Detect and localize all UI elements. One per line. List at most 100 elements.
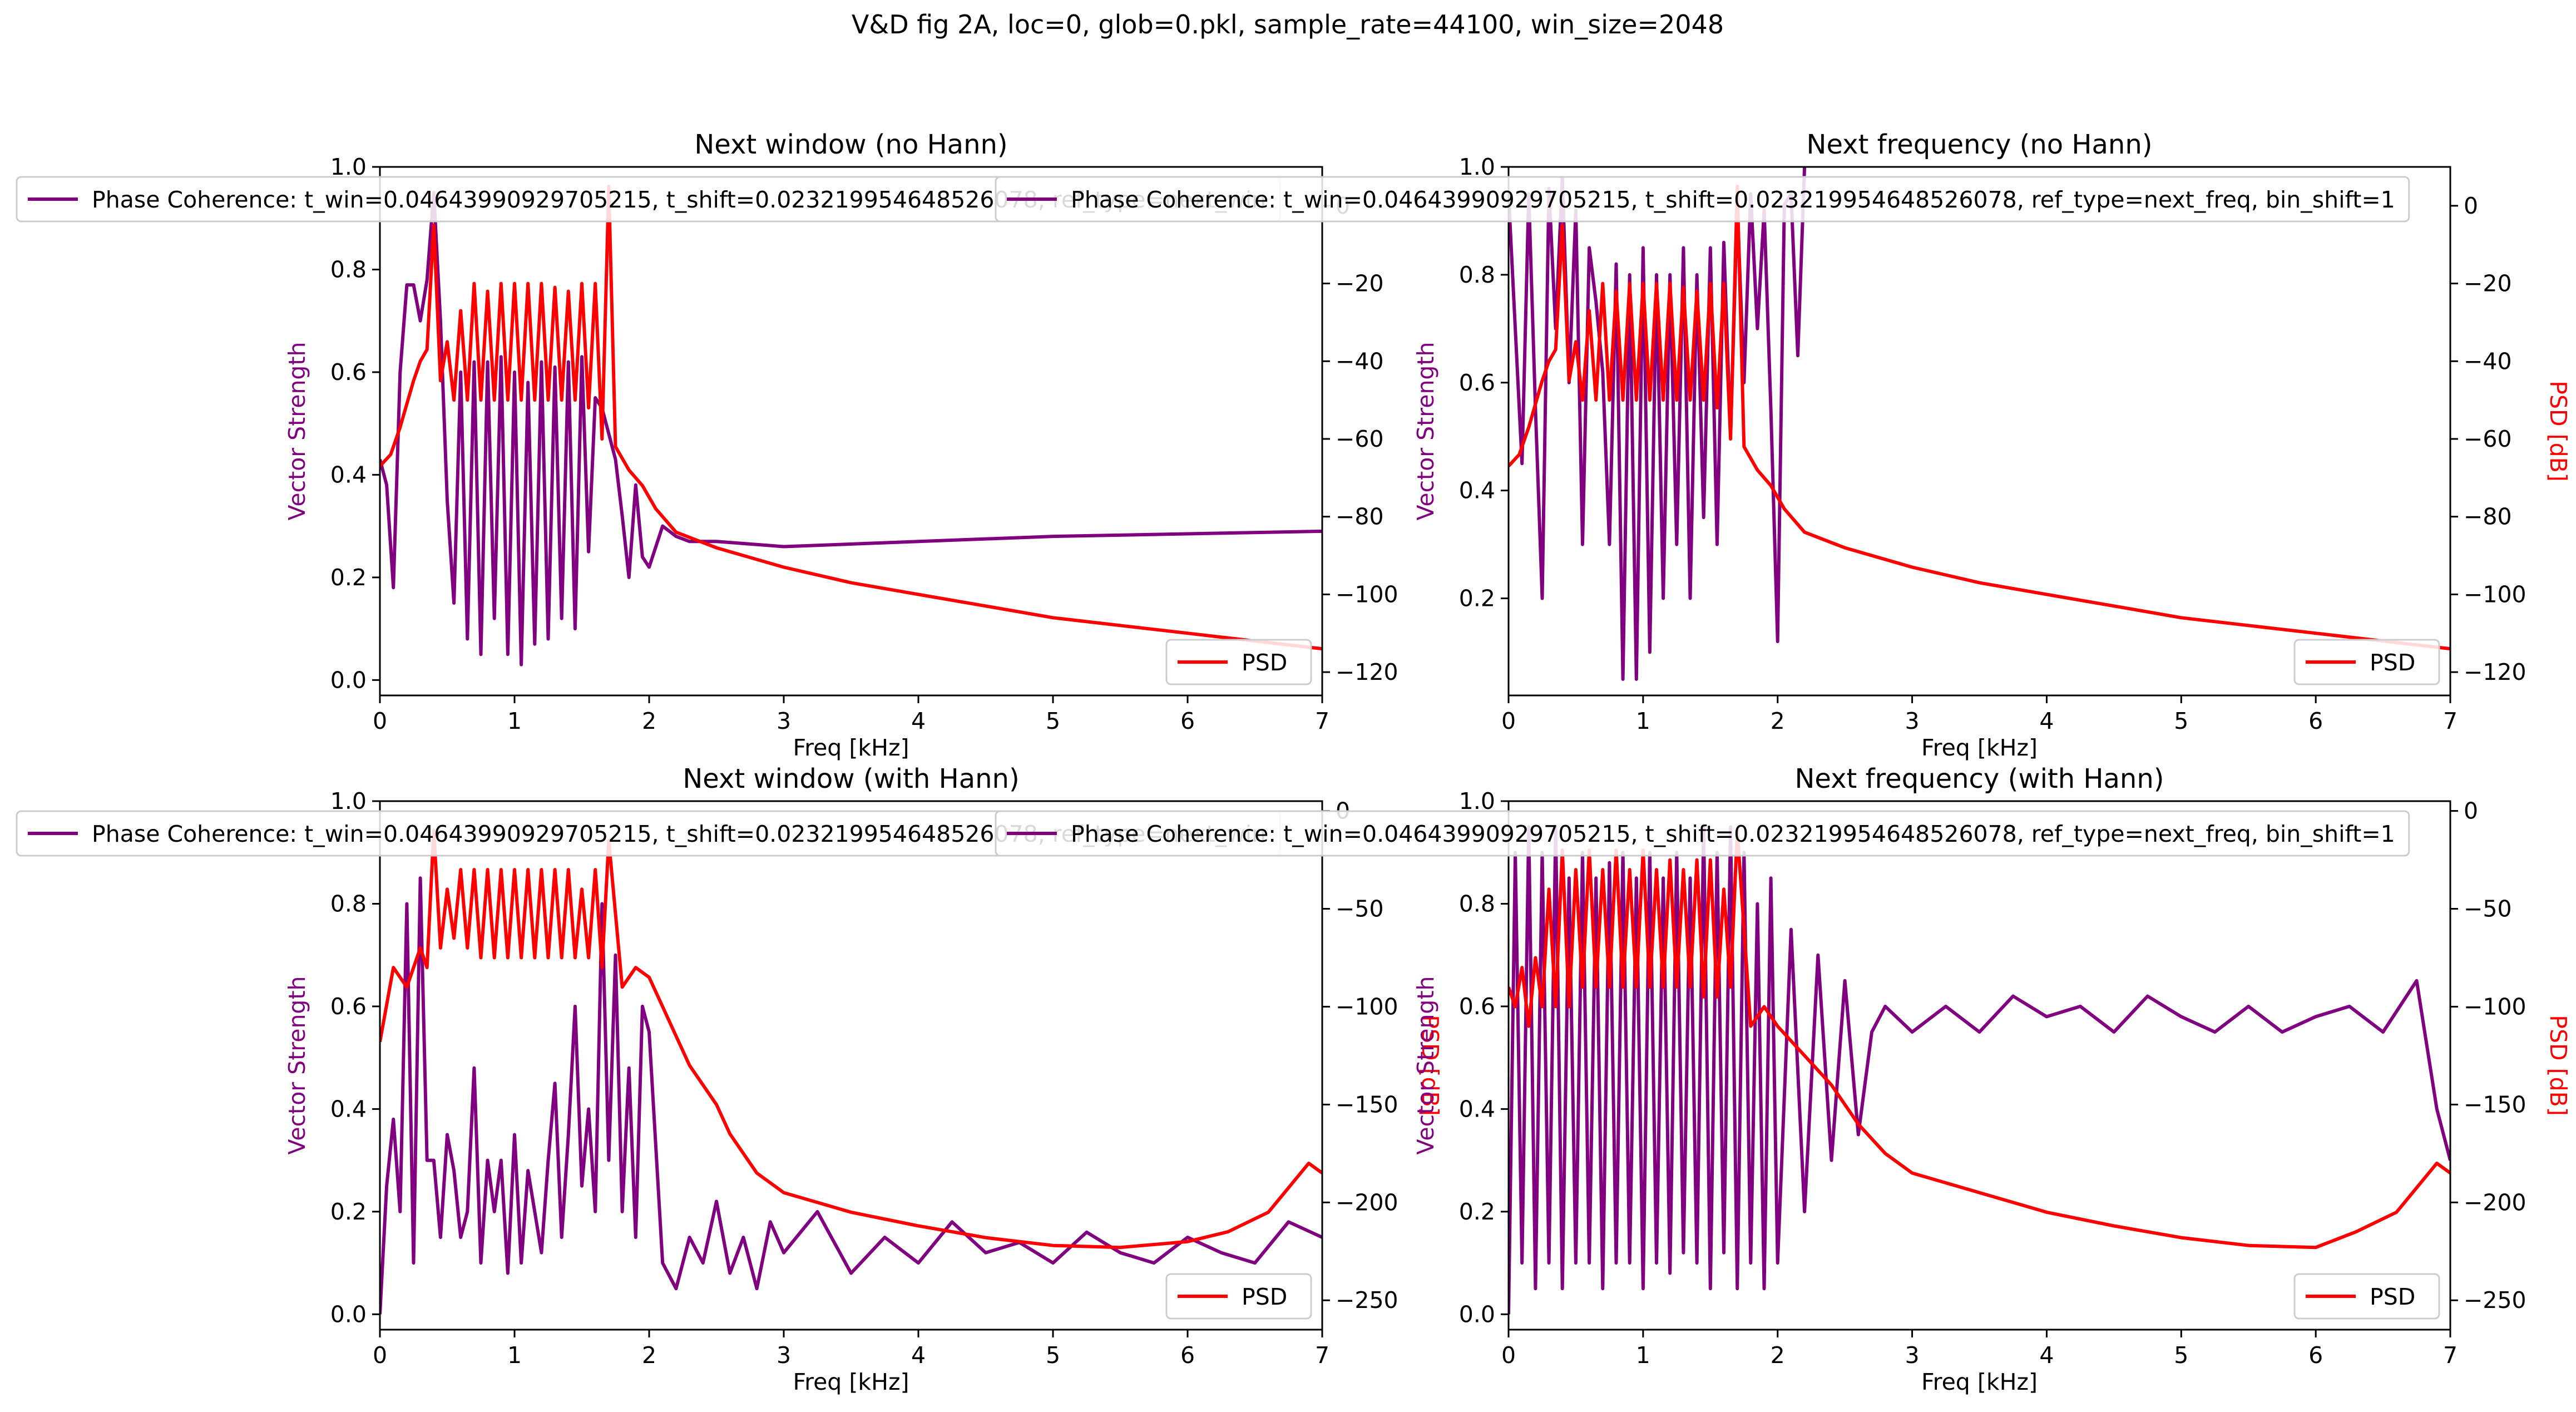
legend-box — [1165, 639, 1312, 685]
x-tick-label: 7 — [1315, 708, 1329, 734]
y2-tick-label: −40 — [2464, 348, 2512, 374]
x-tick-label: 6 — [1180, 1342, 1195, 1369]
y2-tick-label: −60 — [2464, 426, 2512, 452]
y-axis-label: Vector Strength — [1412, 976, 1439, 1154]
x-tick-label: 4 — [2039, 708, 2054, 734]
y2-tick-label: −40 — [1336, 348, 1384, 374]
x-tick-label: 5 — [1046, 708, 1060, 734]
y2-axis-label: PSD [dB] — [1417, 1015, 1443, 1116]
y-tick-label: 0.8 — [330, 890, 367, 917]
x-tick-label: 3 — [777, 1342, 791, 1369]
x-tick-label: 2 — [1771, 708, 1785, 734]
y2-tick-label: −100 — [2464, 581, 2526, 608]
x-tick-label: 2 — [1771, 1342, 1785, 1369]
y-tick-label: 0.6 — [330, 359, 367, 386]
y-tick-label: 0.0 — [330, 1301, 367, 1327]
y-tick-label: 1.0 — [330, 154, 367, 180]
x-tick-label: 5 — [2174, 708, 2188, 734]
y-tick-label: 0.0 — [330, 666, 367, 693]
x-tick-label: 2 — [642, 1342, 656, 1369]
legend-label: Phase Coherence: t_win=0.046439909297052… — [1071, 821, 2395, 847]
y-axis-label: Vector Strength — [284, 976, 310, 1154]
y2-tick-label: −200 — [1336, 1189, 1398, 1216]
legend-box — [2293, 639, 2440, 685]
legend-psd: PSD — [2293, 639, 2440, 685]
y-tick-label: 0.8 — [330, 256, 367, 283]
y2-tick-label: −120 — [1336, 659, 1398, 685]
x-tick-label: 1 — [1636, 708, 1650, 734]
axes-frame — [379, 800, 1323, 1331]
subplot-title: Next window (no Hann) — [694, 129, 1007, 160]
y2-tick-label: −60 — [1336, 426, 1384, 452]
legend-label: PSD — [2370, 649, 2415, 676]
x-tick-label: 7 — [2443, 708, 2458, 734]
y2-tick-label: −100 — [2464, 993, 2526, 1020]
y-tick-label: 0.4 — [1459, 477, 1495, 504]
x-tick-label: 4 — [2039, 1342, 2054, 1369]
y-tick-label: 0.4 — [330, 461, 367, 488]
y2-axis-label: PSD [dB] — [2545, 381, 2572, 482]
y-tick-label: 0.6 — [1459, 369, 1495, 396]
y-tick-label: 0.2 — [330, 564, 367, 591]
y-tick-label: 1.0 — [1459, 154, 1495, 180]
x-tick-label: 4 — [911, 1342, 926, 1369]
figure-suptitle: V&D fig 2A, loc=0, glob=0.pkl, sample_ra… — [852, 9, 1724, 40]
y-tick-label: 0.8 — [1459, 890, 1495, 917]
subplot-grid: 0 1 2 3 4 5 6 7 Freq [kHz] 0.0 0.2 0.4 0.6 0.8 1.0 Vect… — [16, 129, 2572, 1395]
legend-box — [995, 810, 2410, 857]
y2-tick-label: −20 — [2464, 270, 2512, 297]
legend-label: PSD — [1242, 649, 1287, 676]
psd-line — [380, 184, 1322, 651]
axes-frame — [379, 166, 1323, 697]
y2-tick-label: −150 — [2464, 1091, 2526, 1118]
x-tick-label: 3 — [1905, 708, 1920, 734]
y-tick-label: 1.0 — [1459, 788, 1495, 814]
x-tick-label: 1 — [1636, 1342, 1650, 1369]
subplot-2: 0 1 2 3 4 5 6 7 Freq [kHz] 0.2 0.4 0.6 0.8 1.0 Vector … — [995, 129, 2572, 761]
x-tick-label: 3 — [1905, 1342, 1920, 1369]
x-axis-label: Freq [kHz] — [793, 734, 909, 761]
y-tick-label: 0.2 — [1459, 1198, 1495, 1225]
x-tick-label: 0 — [1501, 1342, 1516, 1369]
x-axis-label: Freq [kHz] — [1921, 1369, 2038, 1395]
y2-tick-label: 0 — [2464, 798, 2478, 825]
subplot-title: Next window (with Hann) — [683, 763, 1019, 794]
psd-line — [380, 828, 1322, 1250]
y-tick-label: 0.4 — [330, 1095, 367, 1122]
y-tick-label: 0.0 — [1459, 1301, 1495, 1327]
legend-psd: PSD — [2293, 1273, 2440, 1320]
y-tick-label: 0.4 — [1459, 1095, 1495, 1122]
legend-label: PSD — [1242, 1283, 1287, 1310]
x-tick-label: 0 — [373, 708, 387, 734]
psd-line — [1509, 184, 2450, 651]
y2-tick-label: 0 — [2464, 192, 2478, 219]
legend-box — [1165, 1273, 1312, 1320]
legend-box — [995, 176, 2410, 223]
legend-label: Phase Coherence: t_win=0.046439909297052… — [1071, 186, 2395, 213]
x-tick-label: 4 — [911, 708, 926, 734]
y2-tick-label: −100 — [1336, 993, 1398, 1020]
y2-tick-label: −50 — [2464, 896, 2512, 922]
y-tick-label: 0.2 — [1459, 585, 1495, 612]
axes-frame — [1507, 166, 2451, 697]
x-tick-label: 7 — [1315, 1342, 1329, 1369]
x-axis-label: Freq [kHz] — [1921, 734, 2038, 761]
legend-box — [2293, 1273, 2440, 1320]
y2-tick-label: −100 — [1336, 581, 1398, 608]
y2-tick-label: −250 — [1336, 1287, 1398, 1314]
y2-tick-label: −80 — [2464, 503, 2512, 530]
y-tick-label: 1.0 — [330, 788, 367, 814]
legend-phase-coherence: Phase Coherence: t_win=0.046439909297052… — [995, 810, 2410, 857]
y2-tick-label: −50 — [1336, 896, 1384, 922]
y2-axis-label: PSD [dB] — [2545, 1015, 2572, 1116]
x-tick-label: 0 — [373, 1342, 387, 1369]
axes-frame — [1507, 800, 2451, 1331]
y2-tick-label: −200 — [2464, 1189, 2526, 1216]
y-axis-label: Vector Strength — [1412, 342, 1439, 520]
x-tick-label: 6 — [2308, 708, 2323, 734]
x-tick-label: 3 — [777, 708, 791, 734]
subplot-title: Next frequency (no Hann) — [1807, 129, 2153, 160]
legend-phase-coherence: Phase Coherence: t_win=0.046439909297052… — [995, 176, 2410, 223]
y-tick-label: 0.8 — [1459, 261, 1495, 288]
legend-psd: PSD — [1165, 639, 1312, 685]
